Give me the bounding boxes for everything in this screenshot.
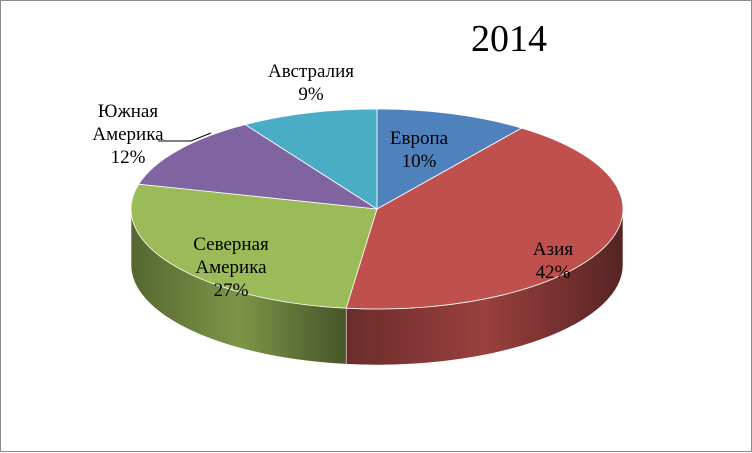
slice-label-европа-line-1: Европа — [390, 128, 449, 149]
slice-label-азия-line-1: Азия — [533, 239, 573, 260]
slice-label-северная-америка-line-1: Северная — [193, 234, 269, 255]
slice-северная-америка — [130, 183, 378, 309]
slice-label-северная-америка-line-2: Америка — [195, 257, 267, 278]
chart-title: 2014 — [471, 18, 547, 60]
slice-label-южная-америка-line-1: Южная — [98, 101, 158, 122]
pie-slices — [130, 108, 624, 310]
leader-line-южная-америка — [158, 132, 212, 142]
slice-label-южная-америка-line-2: Америка — [92, 124, 164, 145]
slice-европа — [376, 108, 523, 210]
slice-label-австралия-line-2: 9% — [298, 84, 324, 105]
slice-label-европа-line-2: 10% — [402, 151, 437, 172]
slice-label-северная-америка-line-3: 27% — [214, 280, 249, 301]
leader-lines — [158, 132, 212, 142]
slice-label-южная-америка-line-3: 12% — [111, 147, 146, 168]
slice-азия — [345, 127, 624, 310]
slice-labels: Европа10%Азия42%СевернаяАмерика27%ЮжнаяА… — [92, 61, 573, 301]
slice-label-австралия-line-1: Австралия — [268, 61, 354, 82]
slice-label-азия-line-2: 42% — [536, 262, 571, 283]
slice-южная-америка — [138, 124, 378, 210]
slice-австралия — [244, 108, 378, 210]
